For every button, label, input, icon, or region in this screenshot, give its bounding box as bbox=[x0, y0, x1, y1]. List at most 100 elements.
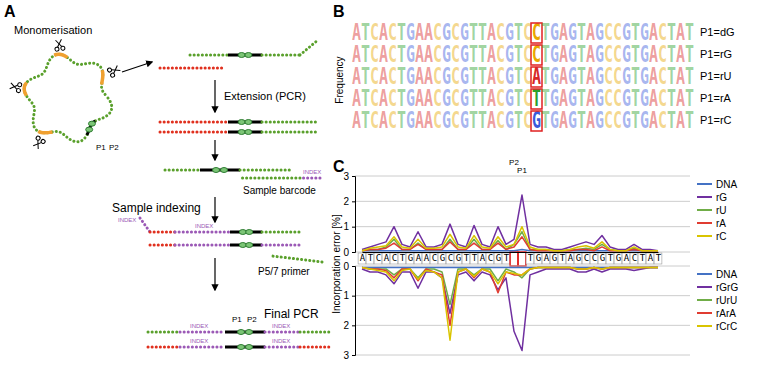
strand-dots bbox=[175, 231, 230, 234]
x-tick: A bbox=[480, 252, 486, 263]
x-tick: T bbox=[640, 252, 646, 263]
letter-cell bbox=[646, 253, 654, 264]
cut-site bbox=[54, 54, 67, 57]
y-tick: 3 bbox=[343, 171, 355, 182]
legend-swatch bbox=[697, 222, 712, 224]
x-tick: G bbox=[496, 252, 501, 263]
x-tick: G bbox=[576, 252, 581, 263]
grid-line bbox=[355, 266, 690, 267]
legend-label: rU bbox=[716, 205, 727, 216]
index-label: INDEX bbox=[190, 323, 208, 329]
label: Extension (PCR) bbox=[224, 90, 306, 102]
legend: DNArGrGrUrUrArArCrC bbox=[697, 269, 738, 332]
category-label: A bbox=[480, 253, 486, 263]
x-tick: C bbox=[488, 252, 493, 263]
x-tick: T bbox=[608, 252, 614, 263]
cut-site bbox=[102, 70, 103, 84]
strand-dots bbox=[262, 121, 318, 124]
x-tick: T bbox=[656, 252, 662, 263]
site-label: P1 bbox=[232, 315, 242, 324]
ribo-site bbox=[238, 130, 245, 135]
scissors bbox=[54, 39, 66, 51]
strand-dots bbox=[175, 244, 230, 247]
category-label: T bbox=[504, 253, 510, 263]
legend-swatch bbox=[697, 235, 712, 237]
panel-label: B bbox=[333, 3, 345, 20]
x-tick: G bbox=[440, 252, 445, 263]
sequence-logo: FrequencyATCACTGAACGCGTTACGTCCTGAGTAGCCG… bbox=[334, 19, 735, 134]
axis-line bbox=[352, 177, 356, 253]
legend-label: rC bbox=[716, 231, 727, 242]
letter-cell bbox=[430, 253, 438, 264]
category-label: C bbox=[584, 253, 589, 263]
strand-dots bbox=[160, 121, 228, 124]
site-label: P1 bbox=[96, 143, 106, 152]
strand-core bbox=[228, 54, 262, 57]
category-label: A bbox=[384, 253, 390, 263]
label: Monomerisation bbox=[14, 24, 92, 36]
axis-title: Incorporation error [%] bbox=[331, 214, 342, 314]
series-line bbox=[362, 195, 658, 251]
strand-core bbox=[225, 331, 265, 334]
category-label: T bbox=[640, 253, 646, 263]
letter-cell bbox=[486, 253, 494, 264]
label: Sample barcode bbox=[243, 185, 316, 196]
x-tick: C bbox=[592, 252, 597, 263]
logo-letter: G bbox=[406, 107, 415, 134]
letter-cell bbox=[550, 253, 558, 264]
letter-cell bbox=[454, 253, 462, 264]
strand-dots bbox=[272, 256, 322, 262]
strand-dots bbox=[165, 169, 200, 172]
x-tick: A bbox=[624, 252, 630, 263]
logo-letter: A bbox=[676, 107, 685, 134]
strand-dots bbox=[262, 54, 300, 57]
category-label: T bbox=[528, 253, 534, 263]
category-label: A bbox=[544, 253, 550, 263]
x-tick: T bbox=[368, 252, 374, 263]
letter-cell bbox=[438, 253, 446, 264]
tick-label: 1 bbox=[343, 221, 349, 232]
arrow bbox=[122, 62, 152, 72]
legend-swatch bbox=[697, 325, 712, 327]
x-tick: G bbox=[616, 252, 621, 263]
index-label: INDEX bbox=[195, 223, 213, 229]
plot-area bbox=[362, 195, 658, 251]
logo-sequence: TGAGTAGCCGTGACTAT bbox=[541, 107, 694, 134]
y-tick: 2 bbox=[343, 320, 355, 331]
strand-dots bbox=[160, 131, 228, 134]
letter-cell bbox=[494, 253, 502, 264]
label: P5/7 primer bbox=[258, 266, 310, 277]
scissors bbox=[9, 81, 22, 93]
letter-cell bbox=[446, 253, 454, 264]
x-tick: T bbox=[464, 252, 470, 263]
strand-dots bbox=[262, 231, 300, 234]
logo-letter: C bbox=[388, 107, 397, 134]
strand-dots bbox=[140, 218, 150, 232]
ribo-site bbox=[246, 230, 253, 235]
tick-mark bbox=[352, 296, 355, 297]
tick-mark bbox=[352, 355, 355, 356]
strand-dots bbox=[240, 169, 290, 172]
tick-label: 1 bbox=[343, 290, 349, 301]
category-label: G bbox=[600, 253, 605, 263]
letter-cell bbox=[654, 253, 662, 264]
x-tick: A bbox=[424, 252, 430, 263]
category-label: C bbox=[488, 253, 493, 263]
loop-strand bbox=[24, 54, 112, 142]
y-tick: 3 bbox=[343, 350, 355, 361]
logo-letter: T bbox=[577, 107, 586, 134]
strand-core bbox=[228, 131, 262, 134]
strand-dots bbox=[242, 177, 300, 180]
logo-letter: C bbox=[433, 107, 442, 134]
letter-cell bbox=[526, 253, 534, 264]
legend-swatch bbox=[697, 209, 712, 211]
logo-letter: C bbox=[451, 107, 460, 134]
x-tick: T bbox=[472, 252, 478, 263]
x-tick: C bbox=[632, 252, 637, 263]
legend-label: rCrC bbox=[716, 321, 737, 332]
strand-dots bbox=[180, 331, 225, 334]
letter-cell bbox=[478, 253, 486, 264]
ribo-site bbox=[238, 120, 245, 125]
site-label: P2 bbox=[109, 143, 119, 152]
letter-cell bbox=[414, 253, 422, 264]
